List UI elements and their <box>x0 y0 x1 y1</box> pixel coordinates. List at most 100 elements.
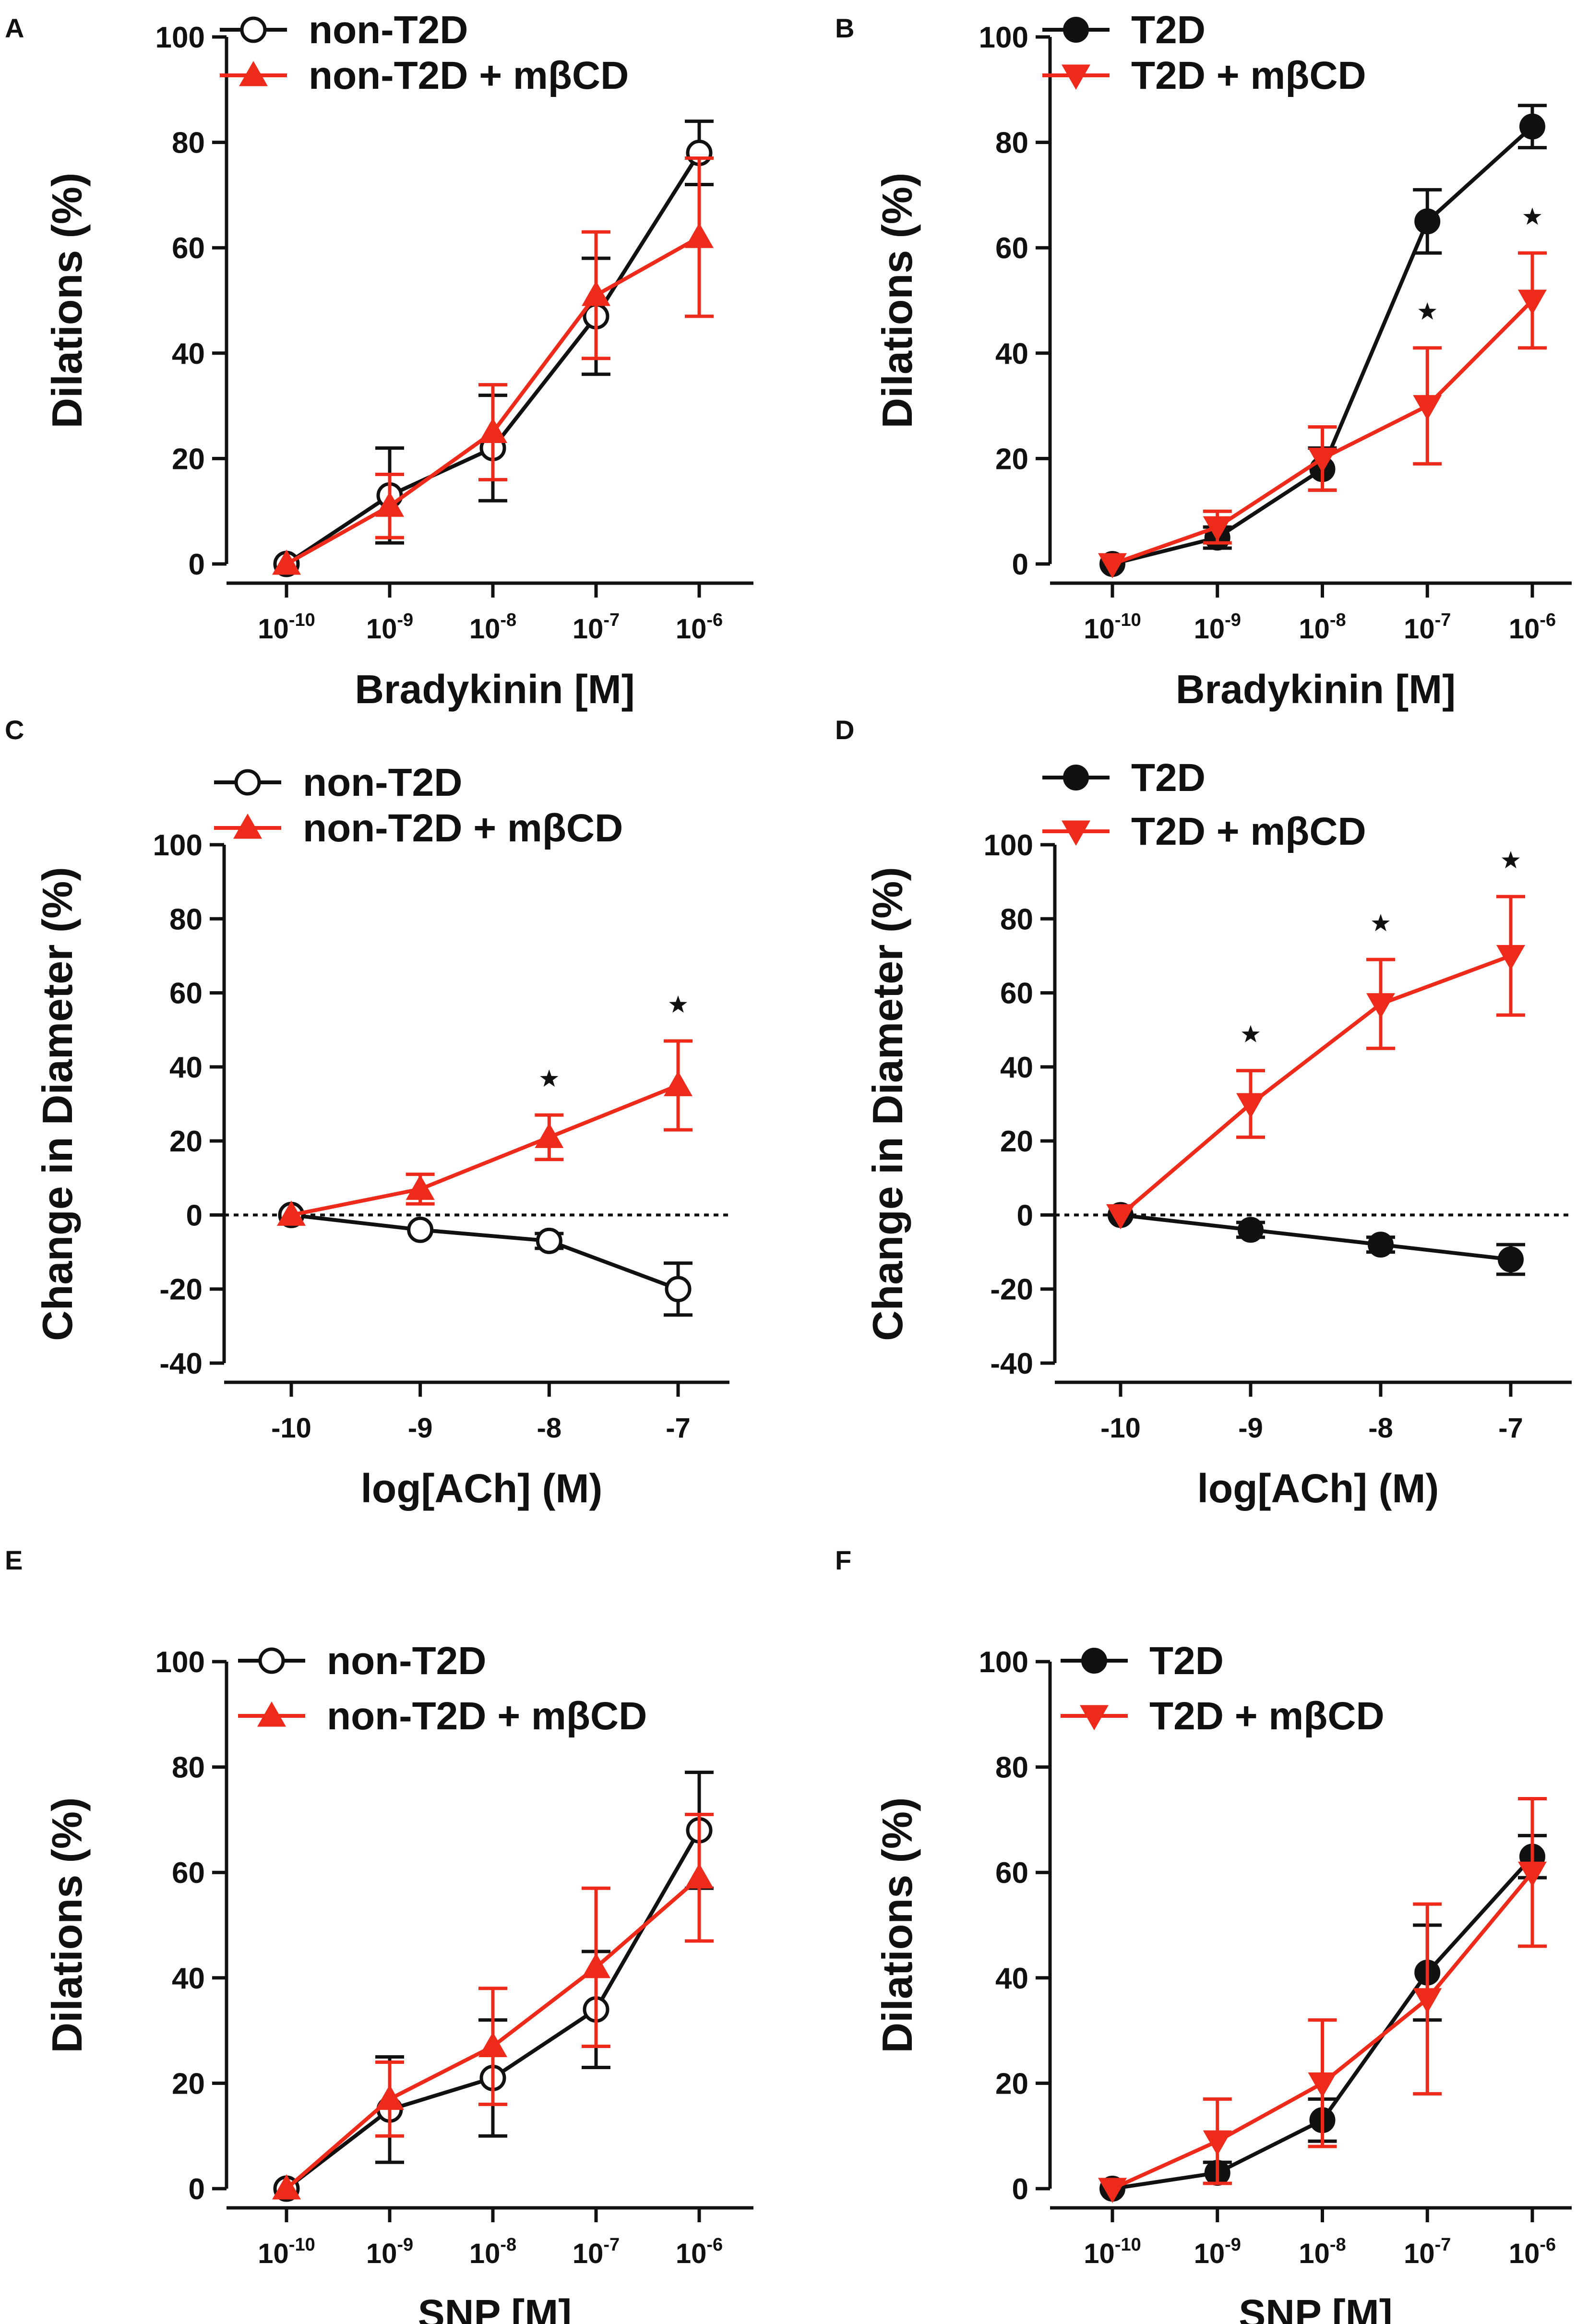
data-point <box>375 491 404 517</box>
significance-star <box>540 1069 559 1087</box>
x-tick-base: 10 <box>573 2238 604 2269</box>
y-tick-label: 60 <box>169 977 203 1010</box>
legend-label: non-T2D <box>303 761 462 804</box>
y-axis-label: Dilations (%) <box>873 1797 921 2053</box>
x-tick-exponent: -7 <box>603 610 620 630</box>
data-point <box>1238 1217 1264 1243</box>
x-tick-base: 10 <box>1194 2238 1225 2269</box>
y-axis-label: Dilations (%) <box>43 1797 91 2053</box>
y-axis-label: Dilations (%) <box>873 173 921 429</box>
x-tick-label: -7 <box>666 1413 691 1444</box>
x-tick-exponent: -6 <box>1540 610 1556 630</box>
legend-label: non-T2D <box>327 1639 486 1683</box>
legend-label: T2D <box>1131 8 1206 52</box>
legend-item: T2D + mβCD <box>1042 54 1366 97</box>
y-tick-label: 100 <box>979 1646 1028 1679</box>
y-tick-label: 60 <box>172 1857 205 1890</box>
x-tick-exponent: -10 <box>289 610 315 630</box>
y-tick-label: 0 <box>186 1199 203 1232</box>
series-control <box>278 1201 693 1317</box>
legend-marker <box>1062 64 1090 90</box>
x-axis-label: log[ACh] (M) <box>1197 1466 1439 1511</box>
legend-item: non-T2D + mβCD <box>220 54 629 97</box>
legend-marker <box>258 1647 285 1674</box>
y-tick-label: 20 <box>172 443 205 476</box>
x-tick-exponent: -8 <box>500 2235 516 2255</box>
y-tick-label: 20 <box>1000 1125 1033 1158</box>
legend-marker <box>257 1701 286 1727</box>
y-tick-label: 80 <box>172 1751 205 1785</box>
x-tick-exponent: -6 <box>706 610 723 630</box>
y-tick-label: 60 <box>995 1857 1028 1890</box>
legend-label: T2D <box>1149 1639 1224 1683</box>
x-tick-exponent: -7 <box>603 2235 620 2255</box>
data-point <box>478 418 507 443</box>
y-tick-label: 80 <box>995 1751 1028 1785</box>
data-point <box>1519 113 1545 140</box>
y-axis-label: Change in Diameter (%) <box>864 867 911 1341</box>
x-tick-base: 10 <box>1404 613 1435 645</box>
panel-letter: B <box>835 13 854 43</box>
x-tick-base: 10 <box>366 2238 397 2269</box>
y-axis-label: Change in Diameter (%) <box>34 867 81 1341</box>
x-tick-label: 10-10 <box>1084 610 1141 645</box>
x-axis-label: SNP [M] <box>418 2291 572 2324</box>
data-point <box>1098 553 1127 578</box>
legend-item: non-T2D + mβCD <box>238 1694 647 1738</box>
data-point <box>1498 1246 1524 1272</box>
data-point <box>1413 395 1442 420</box>
x-tick-label: -9 <box>408 1413 433 1444</box>
significance-star <box>1418 302 1437 320</box>
data-point <box>1368 1232 1394 1258</box>
x-tick-label: 10-8 <box>469 610 516 645</box>
y-tick-label: 20 <box>169 1125 203 1158</box>
x-tick-exponent: -10 <box>289 2235 315 2255</box>
significance-star <box>1242 1025 1260 1042</box>
data-point <box>478 2032 507 2058</box>
data-point <box>1203 2130 1232 2156</box>
x-tick-base: 10 <box>1084 613 1115 645</box>
y-tick-label: 80 <box>172 127 205 160</box>
data-point <box>1366 993 1395 1018</box>
y-tick-label: 0 <box>189 548 205 581</box>
data-point <box>375 2084 404 2110</box>
y-tick-label: -40 <box>990 1347 1033 1380</box>
legend-marker <box>1063 765 1089 791</box>
data-point <box>1098 2178 1127 2203</box>
y-tick-label: 100 <box>155 21 205 54</box>
data-point <box>582 281 610 306</box>
y-tick-label: 40 <box>172 337 205 371</box>
legend-item: T2D + mβCD <box>1061 1694 1385 1738</box>
chart-panel-d: D -40 -20 0 20 40 60 80 100 -10 -9 -8 -7 log[ACh] (M)… <box>835 715 1572 1511</box>
x-tick-base: 10 <box>676 2238 707 2269</box>
legend-item: non-T2D <box>214 761 462 804</box>
x-tick-label: 10-7 <box>573 610 620 645</box>
x-tick-base: 10 <box>676 613 707 645</box>
x-tick-exponent: -6 <box>1540 2235 1556 2255</box>
y-tick-label: 100 <box>979 21 1028 54</box>
y-tick-label: 0 <box>1012 548 1028 581</box>
series-line <box>1119 954 1512 1217</box>
panel-letter: F <box>835 1545 851 1575</box>
x-tick-label: 10-7 <box>573 2235 620 2269</box>
legend-item: T2D <box>1061 1639 1224 1683</box>
x-tick-base: 10 <box>1194 613 1225 645</box>
x-tick-label: 10-8 <box>1299 2235 1346 2269</box>
x-tick-label: 10-8 <box>469 2235 516 2269</box>
data-point <box>1106 1204 1135 1230</box>
x-tick-exponent: -8 <box>1330 610 1346 630</box>
data-point <box>1414 208 1441 235</box>
y-tick-label: 100 <box>153 829 203 862</box>
series-control <box>1099 104 1547 577</box>
y-tick-label: 40 <box>995 1962 1028 1995</box>
x-tick-base: 10 <box>1509 613 1540 645</box>
y-tick-label: -20 <box>159 1273 203 1306</box>
data-point <box>272 550 301 575</box>
x-tick-label: 10-6 <box>676 2235 723 2269</box>
legend-marker <box>233 814 262 839</box>
panel-letter: C <box>5 715 24 745</box>
y-tick-label: 60 <box>172 232 205 265</box>
legend-marker <box>239 61 268 86</box>
